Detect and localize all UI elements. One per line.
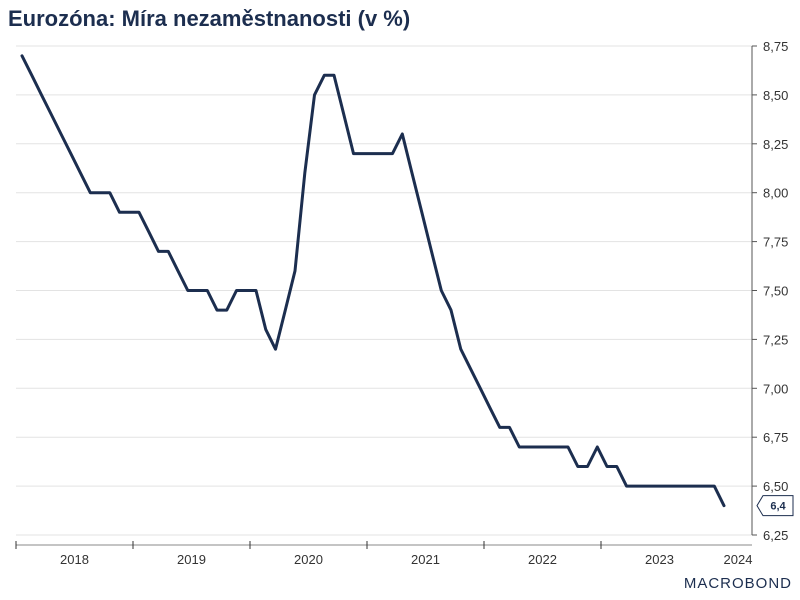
x-tick-label: 2018	[60, 552, 89, 567]
y-tick-label: 8,75	[763, 39, 788, 54]
x-axis: 2018 2019 2020 2021 2022 2023 2024	[15, 541, 753, 567]
x-tick-label: 2023	[645, 552, 674, 567]
last-value-label: 6,4	[756, 495, 794, 517]
y-tick-label: 7,75	[763, 235, 788, 250]
y-tick-label: 7,00	[763, 381, 788, 396]
series	[20, 54, 726, 508]
y-tick-label: 7,25	[763, 332, 788, 347]
y-tick-label: 7,50	[763, 284, 788, 299]
y-tick-label: 6,25	[763, 528, 788, 543]
x-tick-label: 2019	[177, 552, 206, 567]
x-tick-label: 2024	[724, 552, 753, 567]
macrobond-logo: MACROBOND	[683, 575, 792, 592]
x-tick-label: 2022	[528, 552, 557, 567]
x-tick-label: 2020	[294, 552, 323, 567]
series-line	[20, 54, 726, 508]
y-tick-label: 8,50	[763, 88, 788, 103]
last-value-box	[756, 495, 794, 517]
y-tick-label: 8,25	[763, 137, 788, 152]
y-tick-label: 6,50	[763, 479, 788, 494]
y-tick-label: 8,00	[763, 186, 788, 201]
y-tick-label: 6,75	[763, 430, 788, 445]
y-axis: 6,25 6,50 6,75 7,00 7,25 7,50 7,75 8,00 8,25 8,50…	[751, 39, 788, 543]
x-tick-label: 2021	[411, 552, 440, 567]
chart-title: Eurozóna: Míra nezaměstnanosti (v %)	[8, 6, 411, 31]
grid	[16, 45, 752, 536]
last-value-text: 6,4	[770, 501, 786, 513]
